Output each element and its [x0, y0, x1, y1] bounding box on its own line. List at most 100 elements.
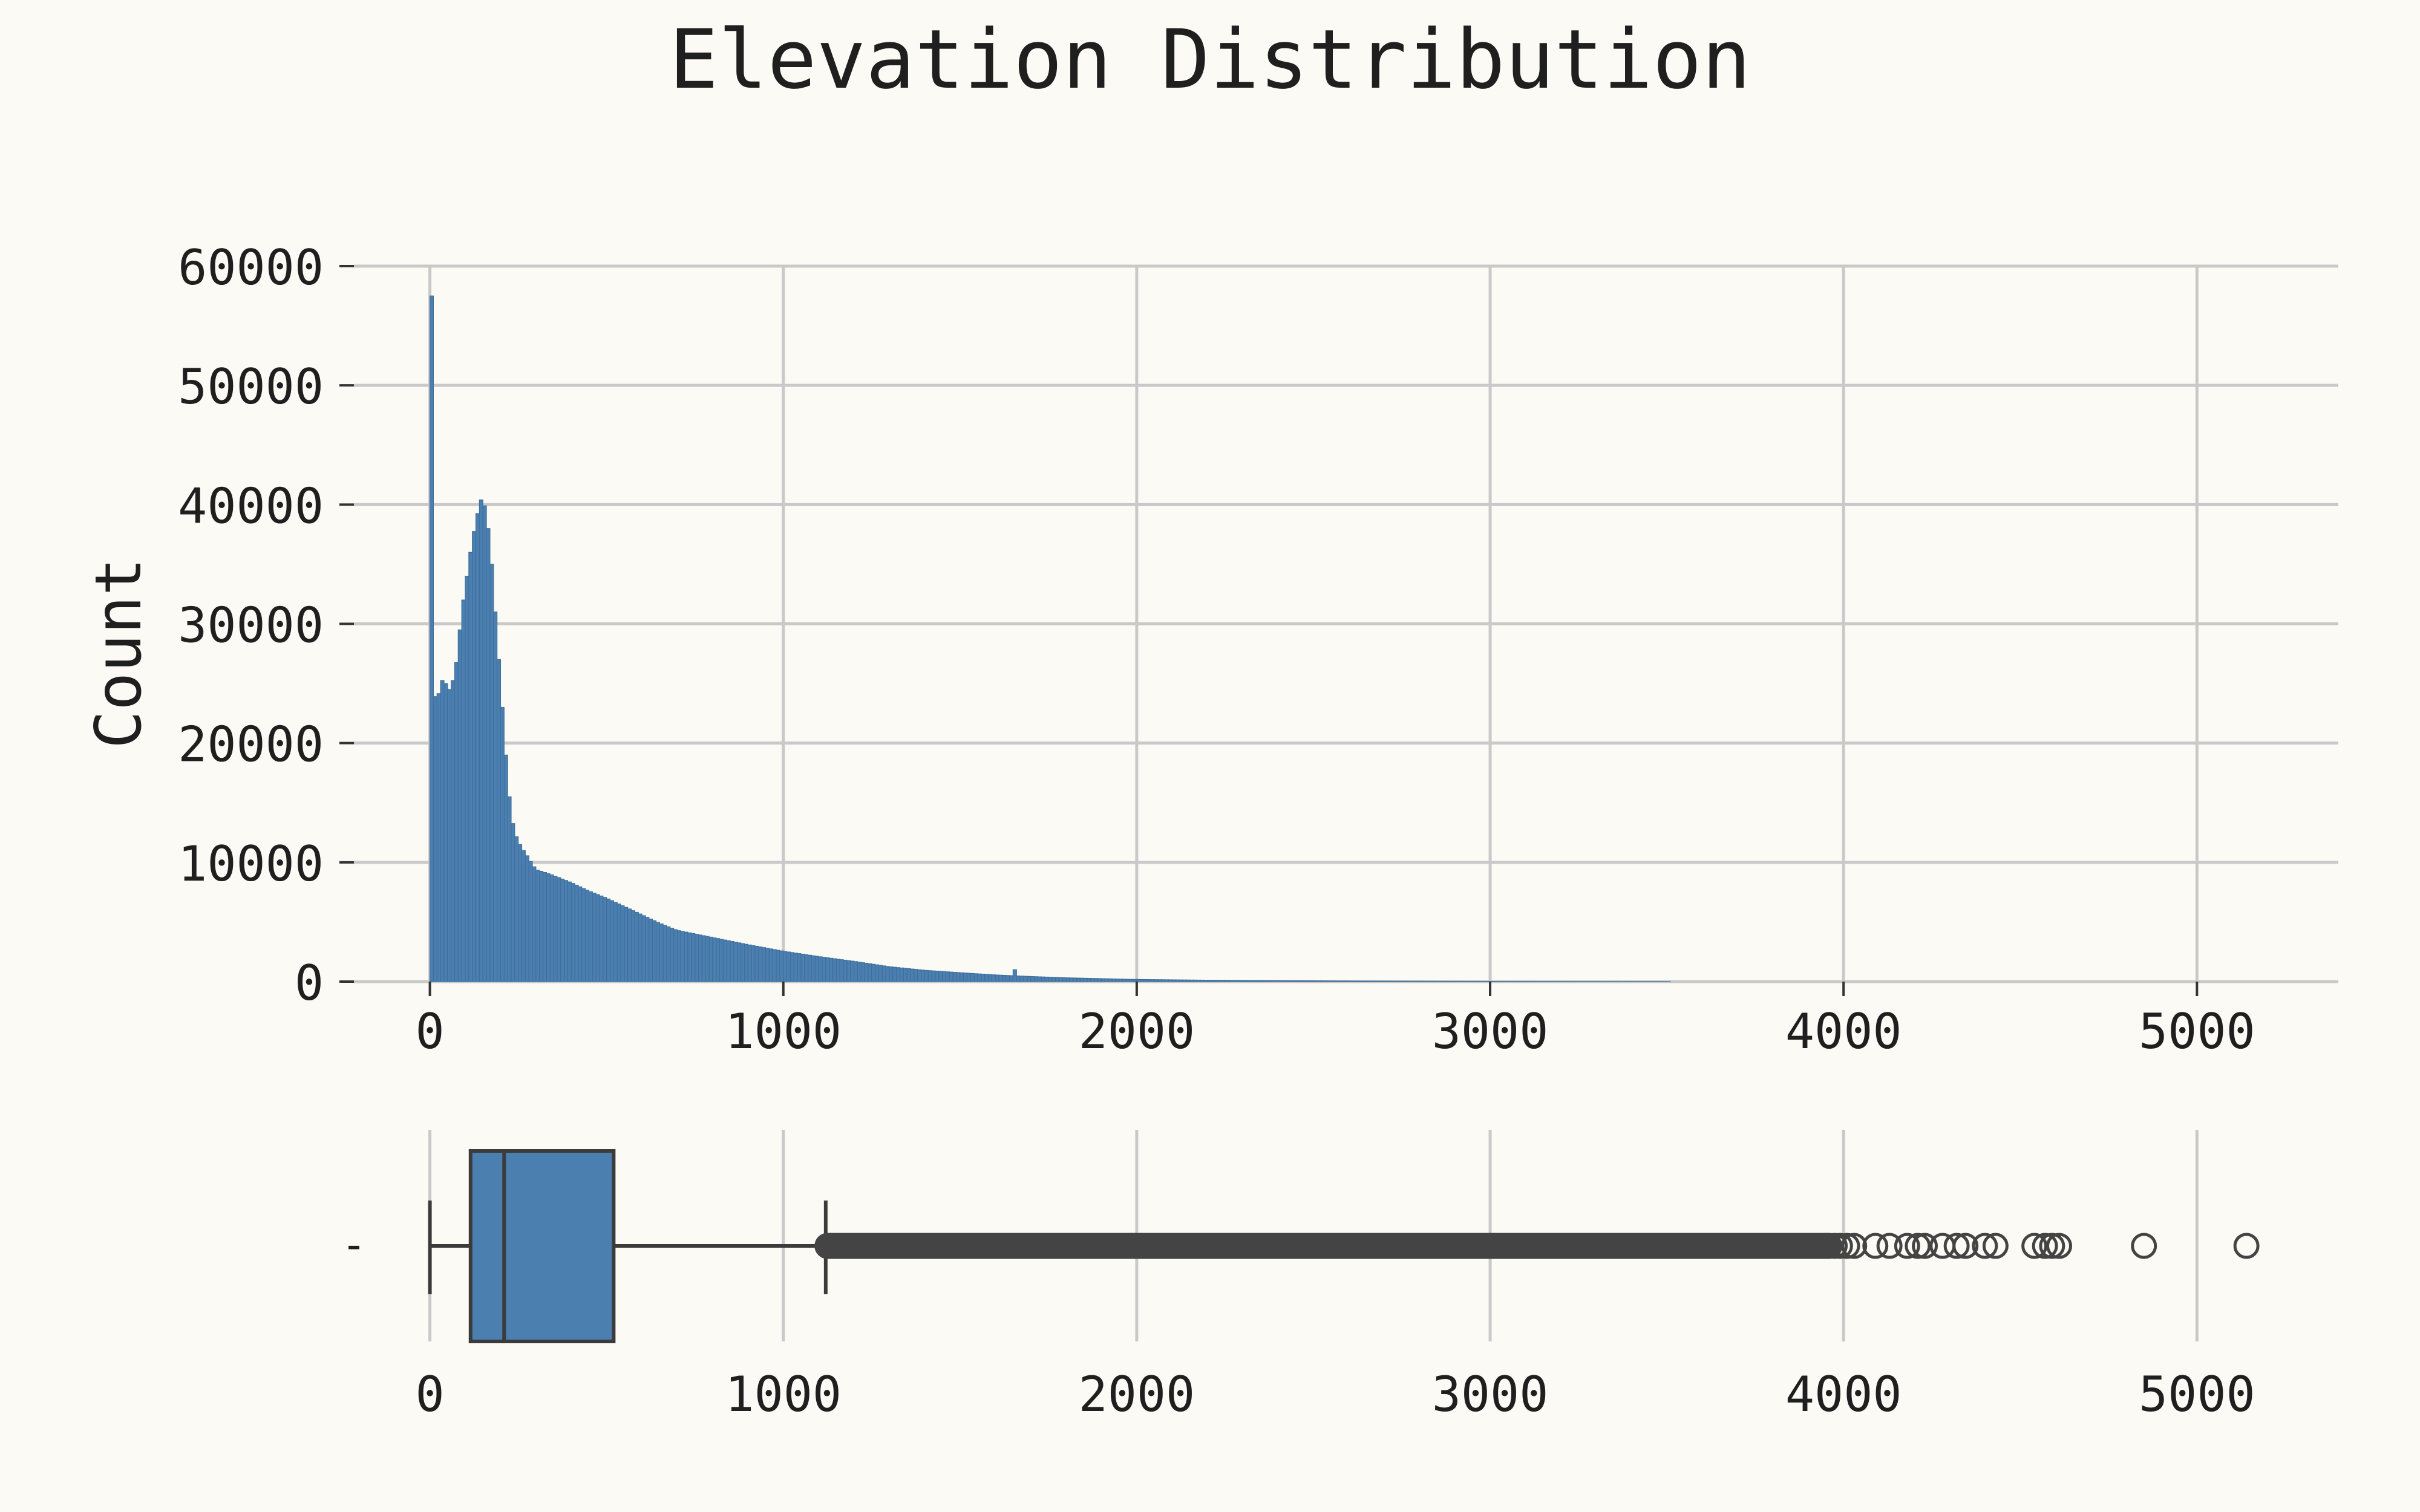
- histogram-bar: [680, 931, 685, 982]
- histogram-bar: [1373, 980, 1378, 982]
- histogram-bar: [479, 499, 483, 982]
- flier-point: [1905, 1233, 1931, 1259]
- histogram-bar: [1235, 980, 1240, 982]
- hist-x-tick-label: 5000: [2139, 1003, 2255, 1060]
- histogram-bar: [906, 968, 911, 982]
- histogram-bar: [514, 836, 519, 982]
- histogram-bar: [599, 895, 604, 982]
- histogram-bar: [1136, 979, 1141, 982]
- histogram-bar: [1012, 969, 1017, 982]
- histogram-bar: [1002, 974, 1007, 982]
- histogram-bar: [1263, 980, 1268, 982]
- histogram-bar: [486, 528, 491, 982]
- histogram-bar: [1267, 980, 1272, 982]
- box-y-tick-label: -: [341, 1220, 367, 1269]
- histogram-bar: [641, 915, 646, 982]
- histogram-bar: [1256, 980, 1261, 982]
- histogram-bar: [1062, 977, 1067, 982]
- histogram-bar: [881, 965, 886, 982]
- flier-point: [1862, 1233, 1889, 1259]
- histogram-bar: [496, 659, 502, 982]
- histogram-bar: [1284, 980, 1289, 982]
- histogram-bar: [712, 937, 717, 982]
- histogram-bar: [1260, 980, 1264, 982]
- histogram-bar: [1228, 980, 1233, 982]
- histogram-bar: [1436, 980, 1441, 982]
- histogram-bar: [836, 959, 840, 982]
- histogram-bar: [606, 898, 611, 982]
- histogram-bar: [1079, 977, 1084, 982]
- histogram-bar: [1323, 980, 1328, 982]
- histogram-bar: [1384, 980, 1388, 982]
- histogram-bar: [1140, 979, 1145, 982]
- histogram-bar: [1207, 980, 1212, 982]
- histogram-bar: [758, 947, 763, 982]
- histogram-bar: [790, 952, 794, 982]
- histogram-bar: [914, 969, 918, 982]
- histogram-bar: [966, 973, 971, 982]
- histogram-bar: [800, 954, 805, 982]
- histogram-bar: [991, 974, 996, 982]
- histogram-bar: [574, 884, 579, 982]
- histogram-grid: [354, 264, 2338, 983]
- histogram-bar: [1292, 980, 1297, 982]
- histogram-bar: [482, 505, 487, 982]
- histogram-bar: [613, 902, 618, 982]
- histogram-bar: [1115, 979, 1120, 982]
- histogram-bar: [927, 970, 932, 982]
- histogram-bar: [931, 970, 936, 982]
- histogram-bar: [451, 680, 456, 982]
- histogram-bar: [765, 948, 770, 982]
- histogram-bar: [1390, 980, 1395, 982]
- histogram-bar: [518, 844, 523, 982]
- box-x-tick-label: 2000: [1079, 1366, 1195, 1422]
- histogram-bar: [1355, 980, 1360, 982]
- histogram-bar: [1182, 979, 1187, 982]
- flier-point: [2131, 1233, 2157, 1259]
- histogram-bar: [670, 928, 675, 982]
- histogram-bar: [1359, 980, 1364, 982]
- histogram-bar: [1232, 980, 1237, 982]
- histogram-bar: [1309, 980, 1314, 982]
- histogram-bar: [475, 513, 480, 982]
- histogram-bar: [762, 947, 767, 982]
- histogram-bar: [1444, 980, 1448, 982]
- histogram-bar: [578, 886, 583, 982]
- histogram-bar: [560, 878, 565, 982]
- histogram-bar: [864, 962, 869, 982]
- flier-point: [1943, 1233, 1970, 1259]
- histogram-bar: [581, 888, 586, 982]
- histogram-bar: [511, 823, 515, 982]
- histogram-bar: [457, 629, 462, 982]
- histogram-bar: [676, 930, 681, 982]
- histogram-bar: [1299, 980, 1304, 982]
- histogram-bar: [829, 957, 834, 982]
- histogram-bar: [630, 910, 635, 982]
- histogram-bar: [539, 871, 544, 982]
- histogram-bar: [1073, 977, 1078, 982]
- histogram-bar: [878, 965, 883, 982]
- histogram-bar: [1133, 979, 1137, 982]
- histogram-bar: [1200, 979, 1205, 982]
- flier-point: [1952, 1233, 1979, 1259]
- histogram-bar: [814, 956, 819, 982]
- histogram-bar: [984, 974, 989, 982]
- histogram-bar: [896, 967, 901, 982]
- histogram-bar: [747, 944, 752, 982]
- histogram-bar: [832, 958, 837, 982]
- histogram-bar: [1203, 980, 1208, 982]
- histogram-bar: [557, 877, 561, 982]
- flier-point: [1841, 1233, 1868, 1259]
- histogram-bar: [822, 957, 826, 982]
- histogram-bar: [461, 599, 466, 982]
- hist-x-tick-label: 2000: [1079, 1003, 1195, 1060]
- histogram-bar: [1051, 977, 1056, 982]
- histogram-bar: [1274, 980, 1279, 982]
- histogram-bar: [1242, 980, 1247, 982]
- histogram-bar: [1270, 980, 1275, 982]
- histogram-bar: [1023, 976, 1028, 982]
- histogram-bar: [899, 967, 904, 982]
- histogram-bar: [1330, 980, 1335, 982]
- histogram-bar: [1369, 980, 1374, 982]
- histogram-bar: [468, 552, 473, 982]
